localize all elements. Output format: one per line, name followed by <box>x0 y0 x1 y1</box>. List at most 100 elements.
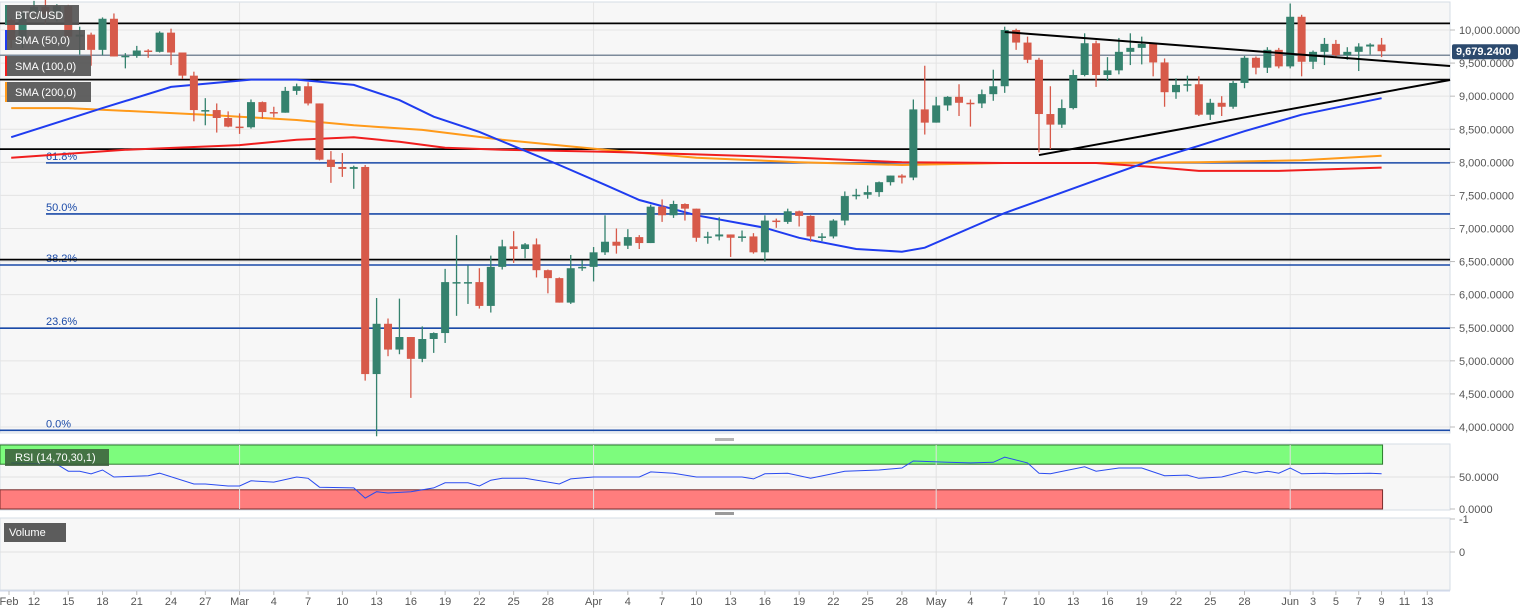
x-tick-label: 10 <box>1033 596 1045 608</box>
candle-down <box>920 65 929 135</box>
candle-up <box>1309 50 1318 70</box>
candle-up <box>578 260 587 271</box>
x-tick-label: 3 <box>1310 596 1316 608</box>
x-tick-label: 19 <box>1136 596 1148 608</box>
x-tick-label: 25 <box>1204 596 1216 608</box>
candle-up <box>601 215 609 255</box>
candle-up <box>1114 37 1123 75</box>
candle-down <box>795 210 804 227</box>
candle-up <box>201 98 210 126</box>
candle-up <box>840 191 849 226</box>
price-panel[interactable]: 4,000.0000 4,500.0000 5,000.0000 5,500.0000… <box>0 0 1520 441</box>
candle-up <box>783 208 792 224</box>
candle-down <box>1160 58 1169 107</box>
y-tick-label: 7,500.0000 <box>1459 190 1514 202</box>
fib-label: 23.6% <box>46 316 77 328</box>
candle-body <box>920 109 929 123</box>
x-tick-label: 24 <box>165 596 177 608</box>
candle-down <box>87 32 96 66</box>
candle-up <box>1103 57 1112 81</box>
x-tick-label: 7 <box>305 596 311 608</box>
candle-body <box>1274 49 1283 67</box>
x-tick-label: 5 <box>1333 596 1339 608</box>
y-tick-label: 9,500.0000 <box>1459 58 1514 70</box>
candle-down <box>406 337 415 398</box>
x-tick-label: 7 <box>659 596 665 608</box>
candle-down <box>1149 43 1158 77</box>
candle-up <box>98 17 107 56</box>
candle-down <box>1274 47 1283 69</box>
candle-body <box>1366 44 1375 47</box>
candle-body <box>680 204 689 209</box>
candle-up <box>246 99 255 129</box>
y-tick-label: 7,000.0000 <box>1459 224 1514 236</box>
candle-body <box>886 175 895 183</box>
candle-body <box>429 333 438 339</box>
legend-item[interactable]: BTC/USD <box>5 5 79 25</box>
candle-body <box>281 90 290 113</box>
candle-body <box>875 182 884 193</box>
volume-panel[interactable]: 0 -1 Volume <box>0 514 1469 591</box>
x-tick-label: 4 <box>967 596 973 608</box>
candle-body <box>635 237 644 244</box>
candle-body <box>246 102 255 128</box>
candle-down <box>315 103 324 161</box>
candle-up <box>395 298 404 355</box>
x-tick-label: 4 <box>271 596 277 608</box>
candle-body <box>1331 43 1340 56</box>
candle-down <box>338 153 347 177</box>
rsi-y-tick-label: 0.0000 <box>1459 504 1493 516</box>
x-tick-label: 12 <box>28 596 40 608</box>
y-tick-label: 4,000.0000 <box>1459 422 1514 434</box>
volume-legend-box <box>4 523 66 542</box>
candle-up <box>829 219 838 239</box>
candle-body <box>817 236 826 238</box>
legend-item[interactable]: SMA (50,0) <box>5 30 85 50</box>
candle-body <box>1320 43 1329 52</box>
candle-body <box>943 96 952 106</box>
candle-down <box>304 82 313 106</box>
candle-up <box>863 185 872 199</box>
candle-up <box>623 229 632 250</box>
candle-down <box>326 151 335 183</box>
candle-body <box>372 323 381 375</box>
legend-item[interactable]: SMA (200,0) <box>5 82 91 102</box>
candle-down <box>384 318 393 357</box>
x-tick-label: 4 <box>625 596 631 608</box>
candle-body <box>646 206 655 244</box>
candle-body <box>658 206 667 216</box>
trendline-upper <box>1004 30 1451 67</box>
candle-body <box>1000 30 1009 87</box>
sma200-line <box>11 107 1382 167</box>
x-tick-label: 22 <box>1170 596 1182 608</box>
candle-body <box>452 282 461 284</box>
candle-up <box>418 326 427 363</box>
legend-item[interactable]: SMA (100,0) <box>5 56 91 76</box>
x-tick-label: 28 <box>1238 596 1250 608</box>
rsi-line <box>11 456 1382 499</box>
candle-up <box>372 297 381 437</box>
candle-body <box>1057 108 1066 125</box>
candle-body <box>463 282 472 284</box>
candle-up <box>292 83 301 95</box>
candle-body <box>418 338 427 359</box>
x-tick-label: 28 <box>896 596 908 608</box>
x-tick-label: 9 <box>1378 596 1384 608</box>
candle-body <box>235 126 244 129</box>
candle-up <box>886 175 895 186</box>
candle-body <box>189 75 198 111</box>
legend-box <box>5 30 85 50</box>
candle-down <box>1297 14 1306 77</box>
rsi-panel[interactable]: 50.0000 0.0000 RSI (14,70,30,1) <box>0 443 1499 516</box>
x-tick-label: Mar <box>230 596 249 608</box>
candle-down <box>692 208 701 242</box>
legend-label: SMA (50,0) <box>15 35 70 47</box>
candle-up <box>155 31 164 53</box>
candle-body <box>532 244 541 271</box>
price-plot-background <box>0 1 1451 434</box>
candle-body <box>932 105 941 123</box>
candle-up <box>703 231 712 244</box>
candle-up <box>1354 43 1363 72</box>
candle-down <box>806 215 815 242</box>
